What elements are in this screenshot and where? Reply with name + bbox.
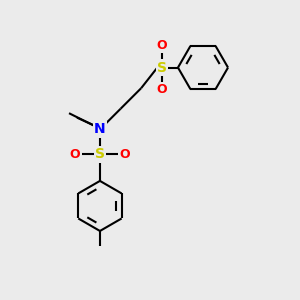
Text: O: O (120, 148, 130, 161)
Text: O: O (157, 39, 167, 52)
Text: S: S (157, 61, 167, 75)
Text: O: O (70, 148, 80, 161)
Text: N: N (94, 122, 106, 136)
Text: S: S (95, 147, 105, 161)
Text: O: O (157, 83, 167, 96)
